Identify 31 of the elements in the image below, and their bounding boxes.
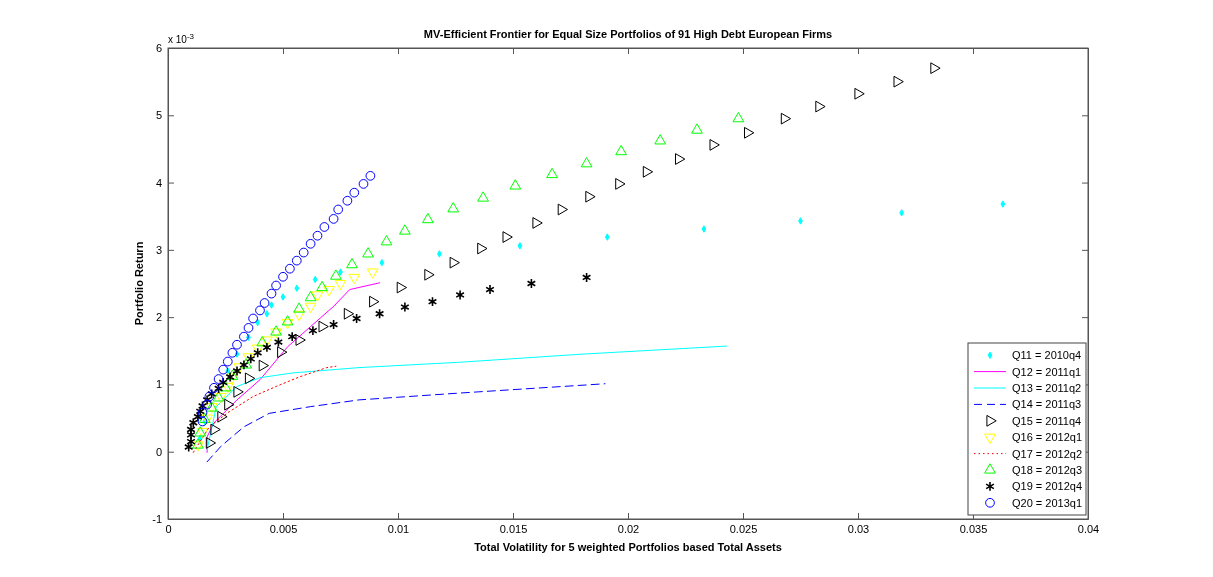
text: x 10$^{-3}$ (168, 31, 195, 45)
chart-title: MV-Efficient Frontier for Equal Size Portfolios of 91 High Debt European Firms (423, 28, 833, 40)
x-tick-label: 0.03 (847, 522, 870, 535)
legend-label: Q16 = 2012q1 (1012, 431, 1083, 444)
x-axis-title: Total Volatility for 5 weighted Portfolios based Total Assets (474, 541, 782, 553)
y-tick-label: 6 (155, 42, 162, 55)
y-tick-label: 1 (155, 378, 162, 391)
x-tick-label: 0.025 (729, 522, 758, 535)
x-tick-label: 0.035 (959, 522, 988, 535)
y-axis-title: Portfolio Return (133, 241, 145, 326)
y-tick-label: 3 (155, 243, 162, 256)
legend-label: Q20 = 2013q1 (1012, 496, 1083, 509)
legend-label: Q15 = 2011q4 (1012, 414, 1082, 427)
legend-label: Q17 = 2012q2 (1012, 447, 1083, 460)
x-tick-label: 0.01 (387, 522, 410, 535)
x-tick-label: 0.005 (269, 522, 298, 535)
x-tick-label: 0.02 (617, 522, 640, 535)
legend-label: Q13 = 2011q2 (1012, 382, 1082, 394)
legend-label: Q18 = 2012q3 (1012, 464, 1083, 476)
legend-label: Q11 = 2010q4 (1012, 349, 1082, 362)
y-tick-label: 5 (155, 109, 162, 122)
x-tick-label: 0 (165, 522, 172, 535)
legend-label: Q14 = 2011q3 (1012, 398, 1082, 411)
legend-label: Q12 = 2011q1 (1012, 365, 1082, 378)
x-tick-label: 0.04 (1077, 522, 1100, 535)
y-tick-label: 4 (155, 176, 162, 189)
y-tick-label: 0 (155, 445, 162, 458)
x-tick-label: 0.015 (499, 522, 528, 535)
y-tick-label: 2 (155, 311, 162, 324)
legend-label: Q19 = 2012q4 (1012, 480, 1083, 493)
y-tick-label: -1 (152, 513, 162, 526)
